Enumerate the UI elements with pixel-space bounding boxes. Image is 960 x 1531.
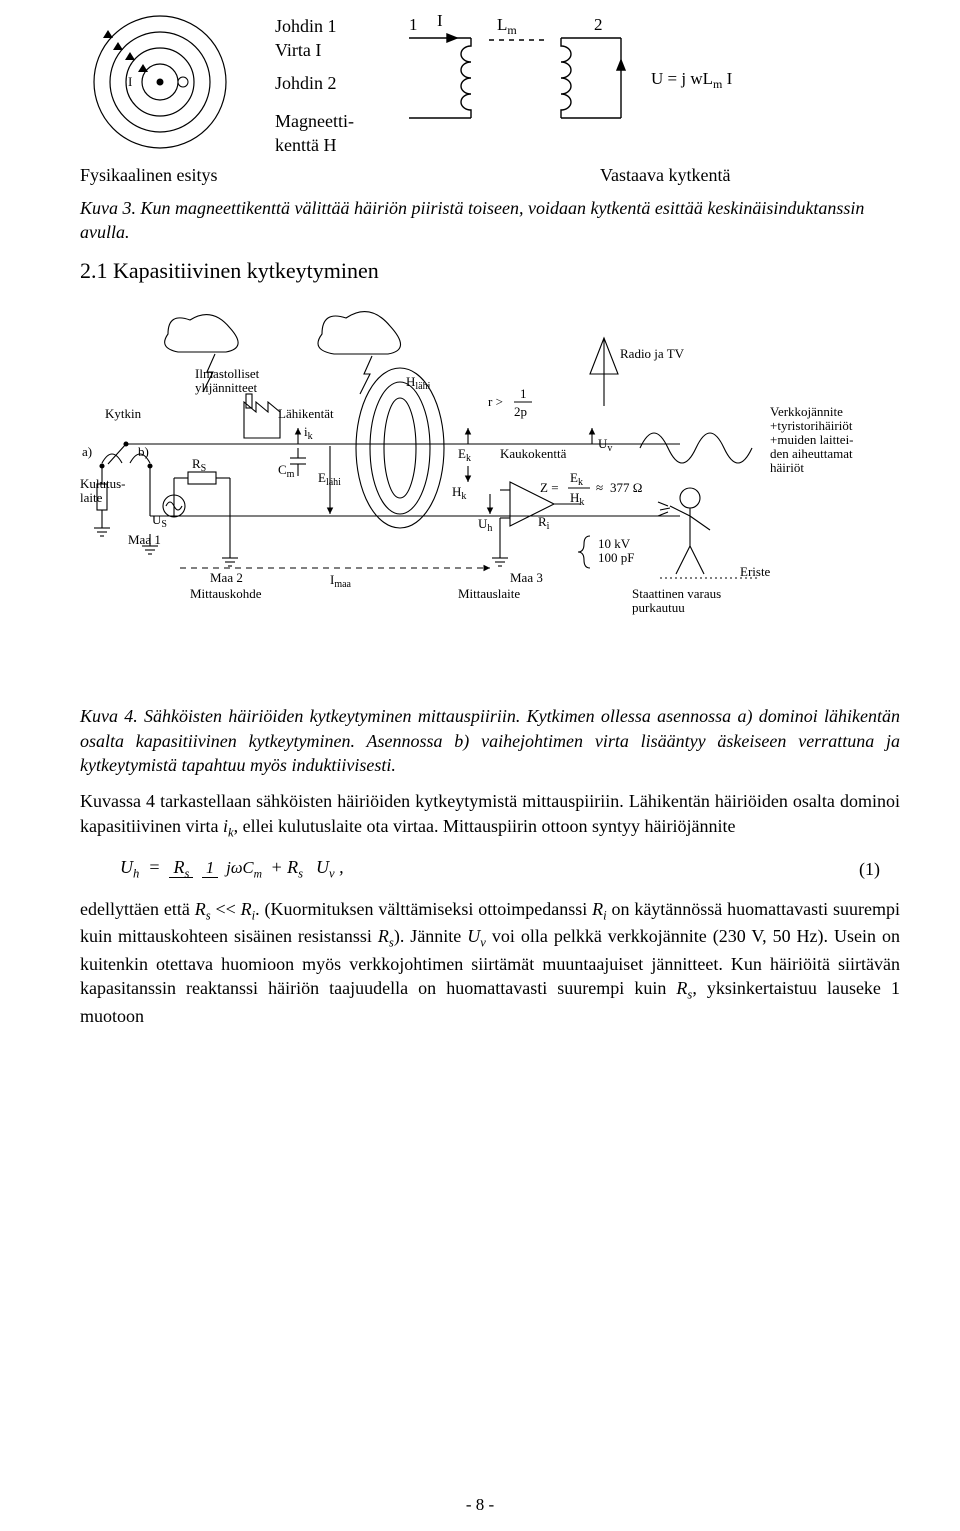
svg-text:Cm: Cm (278, 462, 295, 480)
section-heading: 2.1 Kapasitiivinen kytkeytyminen (80, 256, 900, 286)
svg-text:+muiden laittei-: +muiden laittei- (770, 432, 854, 447)
svg-text:Verkkojännite: Verkkojännite (770, 404, 843, 419)
svg-text:1: 1 (520, 386, 527, 401)
svg-text:2: 2 (594, 15, 603, 34)
svg-text:Z =: Z = (540, 480, 559, 495)
page: I Johdin 1 Virta I Johdin 2 Magneetti- k… (0, 0, 960, 1531)
svg-text:Ek: Ek (458, 446, 471, 464)
svg-text:Ilmastolliset: Ilmastolliset (195, 366, 260, 381)
magneetti-l1: Magneetti- (275, 109, 354, 133)
magneetti-l2: kenttä H (275, 133, 354, 157)
svg-text:laite: laite (80, 490, 103, 505)
svg-text:10 kV: 10 kV (598, 536, 631, 551)
svg-text:Uh: Uh (478, 516, 492, 534)
svg-text:Kaukokenttä: Kaukokenttä (500, 446, 567, 461)
svg-text:Uv: Uv (598, 436, 612, 454)
svg-text:Lm: Lm (497, 15, 517, 37)
svg-text:r >: r > (488, 394, 503, 409)
svg-text:den aiheuttamat: den aiheuttamat (770, 446, 853, 461)
virta-label: Virta I (275, 38, 354, 62)
svg-text:Ek: Ek (570, 470, 583, 488)
page-number: - 8 - (0, 1494, 960, 1517)
svg-text:purkautuu: purkautuu (632, 600, 685, 615)
figure-3-caption: Kuva 3. Kun magneettikenttä välittää häi… (80, 196, 900, 245)
paragraph-2: edellyttäen että Rs << Ri. (Kuormituksen… (80, 897, 900, 1028)
johdin2-label: Johdin 2 (275, 71, 354, 95)
svg-text:Maa 2: Maa 2 (210, 570, 243, 585)
esitys-row: Fysikaalinen esitys Vastaava kytkentä (80, 163, 900, 187)
svg-text:Maa 1: Maa 1 (128, 532, 161, 547)
svg-text:Imaa: Imaa (330, 572, 352, 590)
johdin1-label: Johdin 1 (275, 14, 354, 38)
svg-text:Maa 3: Maa 3 (510, 570, 543, 585)
svg-text:Mittauskohde: Mittauskohde (190, 586, 262, 601)
svg-text:Eriste: Eriste (740, 564, 771, 579)
svg-text:ylijännitteet: ylijännitteet (195, 380, 257, 395)
svg-text:+tyristorihäiriöt: +tyristorihäiriöt (770, 418, 853, 433)
svg-text:2p: 2p (514, 404, 527, 419)
figure-3: I Johdin 1 Virta I Johdin 2 Magneetti- k… (80, 10, 900, 157)
svg-text:100 pF: 100 pF (598, 550, 634, 565)
svg-text:Mittauslaite: Mittauslaite (458, 586, 520, 601)
mutual-inductance-schematic: 1 I Lm 2 (389, 10, 900, 150)
svg-text:Hk: Hk (452, 484, 466, 502)
svg-text:a): a) (82, 444, 92, 459)
paragraph-1: Kuvassa 4 tarkastellaan sähköisten häiri… (80, 789, 900, 841)
svg-text:U = j wLm I: U = j wLm I (651, 69, 733, 91)
svg-text:Radio ja TV: Radio ja TV (620, 346, 685, 361)
svg-text:Ri: Ri (538, 514, 550, 532)
svg-text:Lähikentät: Lähikentät (278, 406, 334, 421)
esitys-right: Vastaava kytkentä (600, 163, 730, 187)
figure-4-caption: Kuva 4. Sähköisten häiriöiden kytkeytymi… (80, 704, 900, 777)
esitys-left: Fysikaalinen esitys (80, 163, 400, 187)
svg-text:Staattinen varaus: Staattinen varaus (632, 586, 721, 601)
svg-text:b): b) (138, 444, 149, 459)
svg-text:Kytkin: Kytkin (105, 406, 142, 421)
svg-text:377 Ω: 377 Ω (610, 480, 642, 495)
svg-text:1: 1 (409, 15, 418, 34)
svg-text:I: I (437, 11, 443, 30)
svg-text:häiriöt: häiriöt (770, 460, 804, 475)
concentric-field-icon: I (80, 10, 240, 150)
svg-text:≈: ≈ (596, 480, 603, 495)
svg-text:ik: ik (304, 424, 313, 442)
figure-3-text-col: Johdin 1 Virta I Johdin 2 Magneetti- ken… (275, 10, 354, 157)
svg-text:Hlähi: Hlähi (406, 374, 431, 392)
equation-1: Uh = Rs 1 jωCm + Rs Uv , (1) (80, 855, 900, 883)
figure-4: Ilmastolliset ylijännitteet Kytkin a) b)… (80, 298, 900, 684)
center-I-label: I (128, 74, 132, 89)
equation-1-number: (1) (859, 857, 900, 881)
svg-text:Hk: Hk (570, 490, 584, 508)
svg-text:RS: RS (192, 456, 206, 474)
svg-text:US: US (152, 512, 167, 530)
